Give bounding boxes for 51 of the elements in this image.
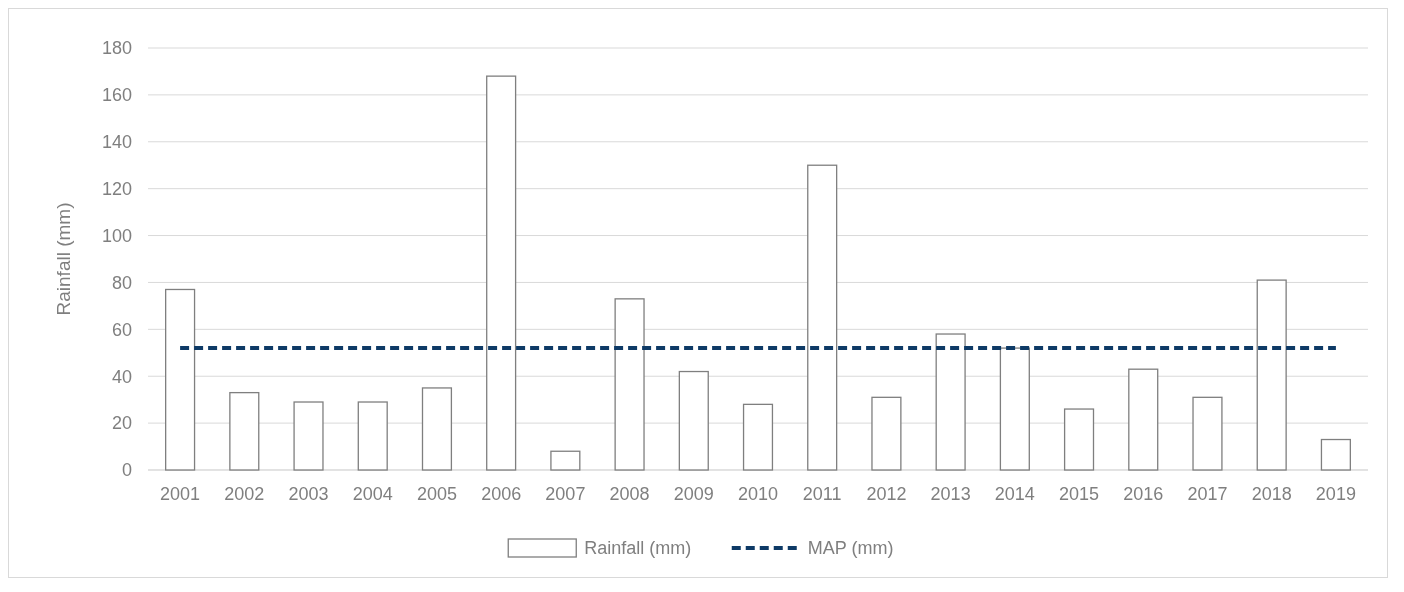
y-tick-label: 160: [101, 85, 132, 106]
x-tick-label: 2019: [1315, 484, 1356, 504]
y-tick-label: 120: [101, 178, 132, 199]
legend-label: MAP (mm): [807, 538, 894, 559]
x-tick-label: 2010: [737, 484, 779, 504]
y-tick-label: 80: [111, 272, 132, 293]
x-tick-label: 2008: [609, 484, 650, 504]
x-tick-label: 2016: [1123, 484, 1164, 504]
bar: [486, 75, 517, 471]
x-tick-label: 2003: [288, 484, 329, 504]
x-tick-label: 2012: [866, 484, 907, 504]
y-tick-label: 140: [101, 132, 132, 153]
y-tick-label: 40: [111, 366, 132, 387]
bar: [614, 298, 645, 471]
x-tick-label: 2015: [1059, 484, 1100, 504]
bar: [871, 396, 902, 471]
y-tick-label: 100: [101, 225, 132, 246]
bar: [421, 387, 453, 471]
bar: [1256, 279, 1287, 471]
legend-label: Rainfall (mm): [584, 538, 692, 559]
bar: [357, 401, 388, 471]
x-tick-label: 2001: [160, 484, 201, 504]
x-tick-label: 2002: [224, 484, 265, 504]
x-tick-label: 2005: [416, 484, 457, 504]
x-tick-label: 2018: [1251, 484, 1292, 504]
bar: [1320, 438, 1351, 471]
bar: [807, 164, 838, 471]
bar: [1192, 396, 1223, 471]
x-tick-label: 2011: [802, 484, 842, 504]
bar: [1128, 368, 1159, 471]
x-tick-label: 2006: [481, 484, 522, 504]
bar: [550, 450, 581, 471]
bar: [678, 370, 709, 471]
x-tick-label: 2014: [994, 484, 1035, 504]
y-axis-title: Rainfall (mm): [53, 202, 74, 316]
y-tick-label: 60: [111, 319, 132, 340]
x-tick-label: 2013: [930, 484, 971, 504]
x-tick-label: 2004: [352, 484, 393, 504]
y-tick-label: 20: [111, 413, 132, 434]
bar: [165, 288, 196, 471]
bar: [229, 391, 260, 471]
x-tick-label: 2007: [545, 484, 586, 504]
y-tick-label: 180: [101, 38, 132, 59]
bar: [935, 333, 966, 471]
bar: [742, 403, 774, 471]
bar: [999, 347, 1030, 471]
x-tick-label: 2017: [1187, 484, 1228, 504]
y-tick-label: 0: [121, 460, 132, 481]
bar: [1063, 408, 1095, 471]
x-tick-label: 2009: [673, 484, 714, 504]
bar: [293, 401, 324, 471]
